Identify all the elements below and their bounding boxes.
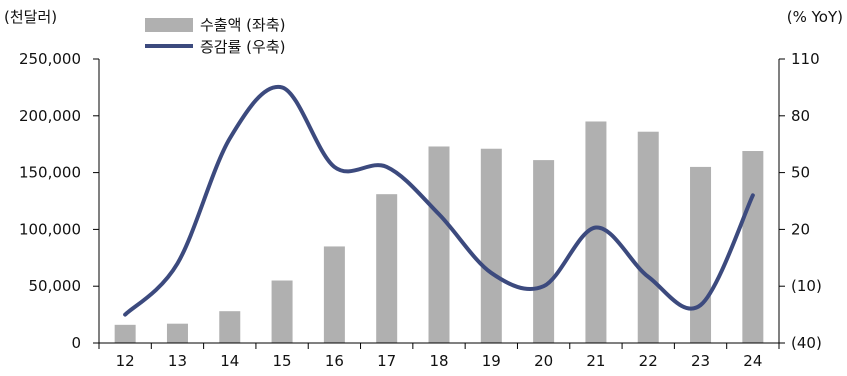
left-tick-label: 50,000	[29, 277, 82, 295]
right-tick-label: 80	[791, 107, 810, 125]
x-tick-label: 20	[534, 352, 553, 370]
bar	[271, 280, 293, 343]
x-tick-label: 22	[639, 352, 658, 370]
bar	[219, 311, 241, 343]
growth-rate-line	[123, 84, 755, 317]
x-tick-label: 21	[586, 352, 605, 370]
bar	[376, 194, 398, 343]
x-tick-label: 23	[691, 352, 710, 370]
right-tick-label: (40)	[791, 334, 822, 352]
left-tick-label: 150,000	[19, 164, 81, 182]
bar	[637, 131, 659, 343]
right-tick-label: 110	[791, 50, 820, 68]
right-axis-unit: (% YoY)	[787, 8, 843, 26]
bar	[428, 146, 450, 343]
x-axis: 12 13 14 15 16 17 18 19 20 21 22 23 24	[98, 342, 780, 370]
bar	[323, 246, 345, 343]
x-tick-label: 12	[116, 352, 135, 370]
bar	[690, 166, 712, 343]
x-tick-label: 14	[220, 352, 239, 370]
bar	[114, 324, 136, 343]
right-tick-label: 50	[791, 164, 810, 182]
right-axis: (40) (10) 20 50 80 110	[778, 50, 822, 352]
left-tick-label: 100,000	[19, 220, 81, 238]
legend-bar-label: 수출액 (좌축)	[200, 16, 285, 34]
x-tick-label: 15	[273, 352, 292, 370]
bar	[742, 151, 764, 343]
left-axis: 0 50,000 100,000 150,000 200,000 250,000	[19, 50, 100, 352]
bar-series	[114, 121, 764, 343]
left-tick-label: 0	[71, 334, 81, 352]
legend: 수출액 (좌축) 증감률 (우축)	[145, 16, 285, 56]
x-tick-label: 13	[168, 352, 187, 370]
bar	[585, 121, 607, 343]
x-tick-label: 19	[482, 352, 501, 370]
right-tick-label: 20	[791, 220, 810, 238]
line-series	[123, 84, 755, 317]
right-tick-label: (10)	[791, 277, 822, 295]
x-tick-label: 17	[377, 352, 396, 370]
left-tick-label: 200,000	[19, 107, 81, 125]
x-tick-label: 18	[429, 352, 448, 370]
bar	[533, 160, 555, 343]
legend-line-label: 증감률 (우축)	[200, 38, 285, 56]
bar	[166, 323, 188, 343]
legend-bar-swatch	[145, 18, 193, 32]
bar	[480, 148, 502, 343]
left-tick-label: 250,000	[19, 50, 81, 68]
x-tick-label: 16	[325, 352, 344, 370]
left-axis-unit: (천달러)	[4, 8, 57, 26]
x-tick-label: 24	[743, 352, 762, 370]
